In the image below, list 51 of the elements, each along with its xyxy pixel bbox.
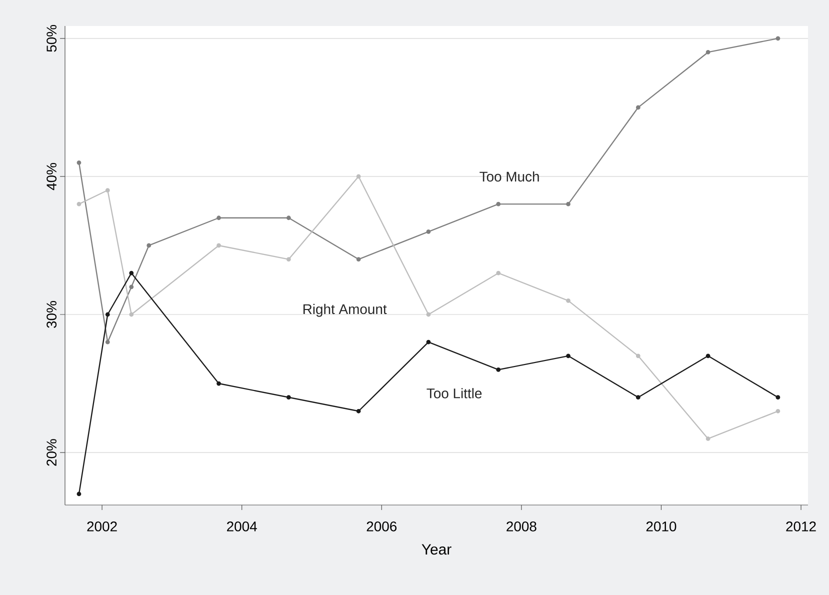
point xyxy=(566,298,570,303)
x-tick-label: 2008 xyxy=(506,521,536,532)
point xyxy=(706,354,710,358)
point xyxy=(286,257,291,262)
point xyxy=(129,312,134,317)
point xyxy=(129,284,134,290)
point xyxy=(706,50,710,54)
point xyxy=(496,368,501,372)
y-tick-label: 50% xyxy=(46,24,57,52)
y-tick-label: 30% xyxy=(46,301,57,328)
x-tick-label: 2006 xyxy=(366,521,397,532)
point xyxy=(356,257,361,262)
point xyxy=(216,243,221,248)
y-tick-label: 20% xyxy=(46,439,57,466)
x-tick-label: 2010 xyxy=(646,521,676,532)
series-label: Too Much xyxy=(480,171,539,182)
point xyxy=(566,354,570,358)
x-tick-label: 2004 xyxy=(227,521,257,532)
point xyxy=(216,216,221,220)
point xyxy=(636,354,640,358)
point xyxy=(636,395,640,400)
point xyxy=(496,202,501,206)
point xyxy=(776,36,780,41)
point xyxy=(496,270,501,276)
point xyxy=(566,202,570,206)
text: Right Amount xyxy=(303,304,387,317)
x-tick-label: 2012 xyxy=(786,521,816,532)
series-label: Too Little xyxy=(426,388,482,398)
point xyxy=(105,188,110,192)
point xyxy=(76,492,82,496)
point xyxy=(216,381,221,386)
point xyxy=(76,160,82,165)
point xyxy=(426,340,431,344)
point xyxy=(426,229,431,234)
point xyxy=(146,243,152,248)
point xyxy=(129,270,134,276)
point xyxy=(356,408,361,414)
point xyxy=(356,174,361,179)
point xyxy=(286,216,291,220)
point xyxy=(76,202,82,206)
x-tick-label: 2002 xyxy=(87,521,117,532)
point xyxy=(426,312,431,317)
point xyxy=(776,408,780,414)
point xyxy=(636,105,640,110)
x-axis-title: Year xyxy=(422,544,452,555)
y-tick-label: 40% xyxy=(46,163,57,190)
point xyxy=(105,312,110,317)
point xyxy=(706,436,710,441)
point xyxy=(776,395,780,400)
point xyxy=(286,395,291,400)
point xyxy=(105,340,110,344)
